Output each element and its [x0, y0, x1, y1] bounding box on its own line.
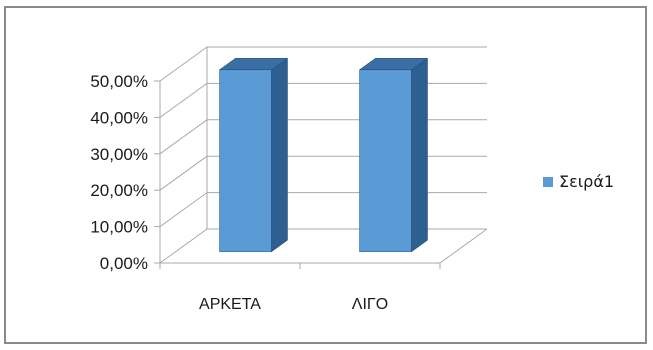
y-tick-label-5: 50,00%	[90, 72, 148, 91]
bar-top-1	[358, 57, 429, 71]
x-category-label-0: ΑΡΚΕΤΑ	[199, 296, 261, 313]
bar-side-1	[411, 57, 428, 253]
x-category-label-1: ΛΙΓΟ	[352, 296, 388, 313]
gridline-wall-4	[159, 82, 208, 118]
bar-layer	[218, 57, 429, 253]
legend-label-series-1: Σειρά1	[559, 172, 615, 191]
y-tick-label-1: 10,00%	[90, 218, 148, 237]
floor-right-edge	[439, 228, 488, 264]
bar-0	[218, 57, 289, 253]
gridline-wall-1	[159, 192, 208, 228]
grid-layer	[159, 46, 487, 264]
y-tick-label-0: 0,00%	[100, 254, 148, 273]
y-tick-label-2: 20,00%	[90, 181, 148, 200]
bar-top-0	[218, 57, 289, 71]
bar-1	[358, 57, 429, 253]
chart-frame	[4, 6, 647, 344]
legend-swatch	[543, 176, 553, 187]
y-tick-label-3: 30,00%	[90, 145, 148, 164]
label-layer: 0,00% 10,00% 20,00% 30,00% 40,00% 50,00% ΑΡΚΕΤ…	[90, 72, 388, 313]
bar-front-1	[359, 69, 412, 253]
gridline-wall-0	[159, 228, 208, 264]
y-tick-label-4: 40,00%	[90, 108, 148, 127]
bar-front-0	[219, 69, 272, 253]
gridline-wall-5	[159, 46, 208, 82]
legend: Σειρά1	[543, 172, 614, 191]
axis-layer	[154, 80, 488, 269]
gridline-wall-2	[159, 155, 208, 191]
gridline-wall-3	[159, 119, 208, 155]
bar-side-0	[271, 57, 288, 253]
